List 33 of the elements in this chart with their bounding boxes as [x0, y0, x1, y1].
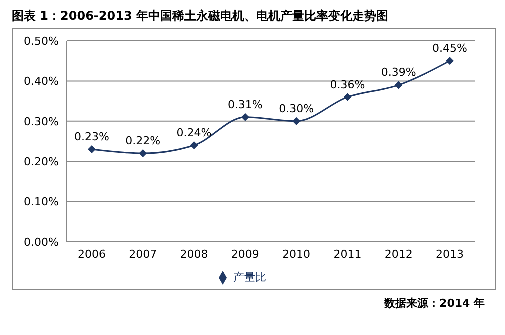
data-label: 0.23% [74, 130, 110, 144]
x-tick-label: 2010 [282, 248, 311, 261]
y-tick-label: 0.10% [24, 196, 59, 209]
data-label: 0.31% [228, 98, 263, 112]
point [88, 146, 96, 154]
point [344, 93, 352, 102]
data-label: 0.22% [126, 134, 161, 148]
point [190, 142, 198, 150]
y-tick-label: 0.20% [24, 156, 59, 169]
point [139, 150, 148, 158]
x-tick-label: 2006 [78, 248, 106, 261]
data-label: 0.36% [330, 78, 366, 92]
x-tick-label: 2009 [231, 248, 260, 261]
x-tick-label: 2007 [129, 248, 158, 261]
x-tick-label: 2013 [436, 248, 464, 261]
data-label: 0.45% [432, 42, 468, 56]
x-tick-label: 2008 [180, 248, 208, 261]
point [241, 113, 250, 122]
point [292, 117, 301, 126]
x-tick-label: 2011 [334, 248, 362, 261]
data-label: 0.39% [381, 66, 416, 80]
y-tick-label: 0.00% [24, 236, 59, 249]
point [446, 57, 454, 66]
point [394, 81, 403, 90]
x-tick-label: 2012 [384, 248, 413, 261]
y-tick-label: 0.40% [24, 75, 59, 88]
source-note: 数据来源：2014 年 [383, 296, 485, 311]
legend-label: 产量比 [234, 271, 266, 284]
data-label: 0.30% [279, 102, 314, 116]
data-label: 0.24% [176, 126, 212, 140]
chart-title: 图表 1：2006-2013 年中国稀土永磁电机、电机产量比率变化走势图 [12, 8, 390, 25]
y-tick-label: 0.30% [24, 115, 59, 128]
y-tick-label: 0.50% [24, 34, 59, 48]
